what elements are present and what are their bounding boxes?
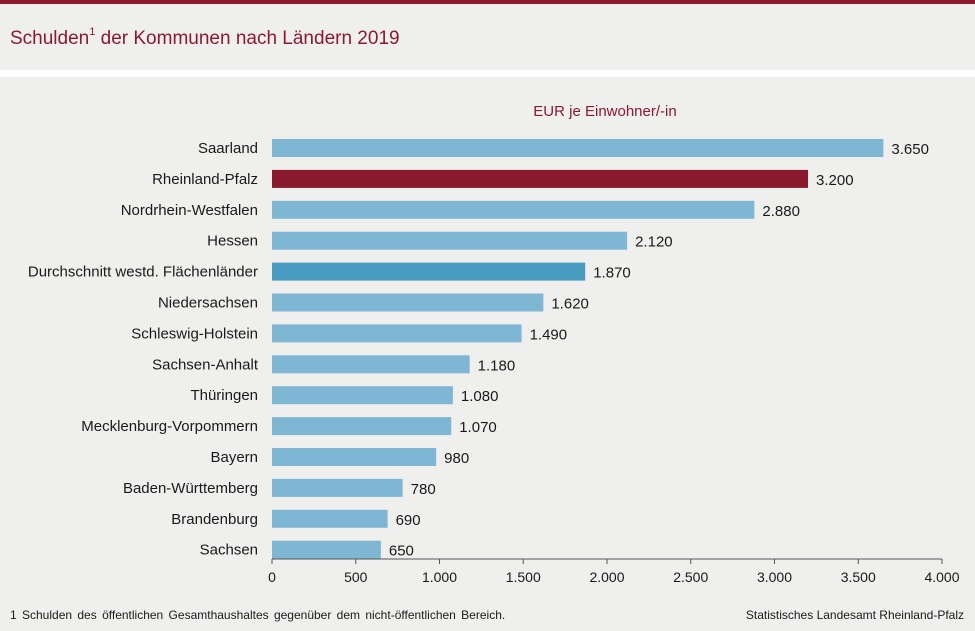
category-label: Sachsen (200, 542, 258, 559)
title-footnote-marker: 1 (89, 26, 96, 38)
bar-niedersachsen (272, 293, 544, 312)
value-label: 690 (396, 512, 421, 529)
category-label: Rheinland-Pfalz (152, 171, 258, 188)
bar-mecklenburg-vorpommern (272, 417, 452, 436)
x-tick-label: 1.500 (506, 569, 541, 585)
value-label: 1.490 (530, 326, 568, 343)
footnote: 1 Schulden des öffentlichen Gesamthausha… (10, 608, 506, 622)
x-axis: 0 500 1.000 1.500 2.000 2.500 3.000 3.500 4.000 (268, 558, 960, 585)
bar-thüringen (272, 386, 453, 405)
x-tick-label: 1.000 (422, 569, 457, 585)
value-label: 650 (389, 543, 414, 560)
category-label: Niedersachsen (158, 295, 258, 312)
category-label: Nordrhein-Westfalen (121, 202, 258, 219)
bar-sachsen (272, 540, 381, 559)
bar-bayern (272, 448, 437, 466)
bar-sachsen-anhalt (272, 355, 470, 374)
bar-nordrhein-westfalen (272, 200, 755, 219)
value-label: 3.200 (816, 172, 854, 189)
x-tick-label: 0 (268, 569, 276, 585)
bar-rheinland-pfalz (272, 169, 808, 188)
category-label: Bayern (210, 449, 258, 466)
x-tick-label: 3.500 (841, 569, 876, 585)
category-label: Schleswig-Holstein (131, 325, 258, 342)
source-credit: Statistisches Landesamt Rheinland-Pfalz (745, 608, 964, 622)
value-label: 1.870 (593, 265, 631, 282)
category-label: Durchschnitt westd. Flächenländer (28, 264, 258, 281)
x-tick-label: 500 (344, 569, 368, 585)
category-label: Hessen (207, 233, 258, 250)
x-tick-label: 2.000 (589, 569, 624, 585)
bar-chart: EUR je Einwohner/-in Saarland 3.650 Rheinl… (28, 103, 960, 585)
category-label: Brandenburg (171, 511, 258, 528)
x-tick-label: 3.000 (757, 569, 792, 585)
category-label: Baden-Württemberg (123, 480, 258, 497)
bar-hessen (272, 231, 628, 250)
value-label: 3.650 (891, 141, 929, 158)
header-separator (0, 70, 975, 77)
bar-baden-württemberg (272, 478, 403, 497)
value-label: 780 (411, 481, 436, 498)
x-tick-label: 2.500 (673, 569, 708, 585)
value-label: 1.070 (459, 419, 497, 436)
value-label: 1.620 (551, 296, 589, 313)
category-label: Saarland (198, 140, 258, 157)
bar-brandenburg (272, 509, 388, 528)
title-rest: der Kommunen nach Ländern 2019 (95, 28, 400, 49)
category-label: Mecklenburg-Vorpommern (81, 418, 258, 435)
bar-saarland (272, 139, 884, 157)
chart-header: Schulden1 der Kommunen nach Ländern 2019 (0, 4, 975, 70)
bar-durchschnitt-westd-flächenländer (272, 262, 586, 281)
chart-title: Schulden1 der Kommunen nach Ländern 2019 (10, 26, 400, 50)
value-label: 980 (444, 450, 469, 467)
value-label: 2.880 (762, 203, 800, 220)
bars-group: Saarland 3.650 Rheinland-Pfalz 3.200 Nordrhe… (28, 139, 929, 560)
bar-schleswig-holstein (272, 324, 522, 343)
category-label: Sachsen-Anhalt (152, 356, 259, 373)
x-tick-label: 4.000 (924, 569, 959, 585)
title-main: Schulden (10, 28, 90, 49)
category-label: Thüringen (190, 387, 258, 404)
value-label: 1.080 (461, 388, 499, 405)
value-label: 2.120 (635, 234, 673, 251)
top-accent-bar (0, 0, 975, 4)
unit-label: EUR je Einwohner/-in (533, 103, 676, 120)
value-label: 1.180 (478, 357, 516, 374)
